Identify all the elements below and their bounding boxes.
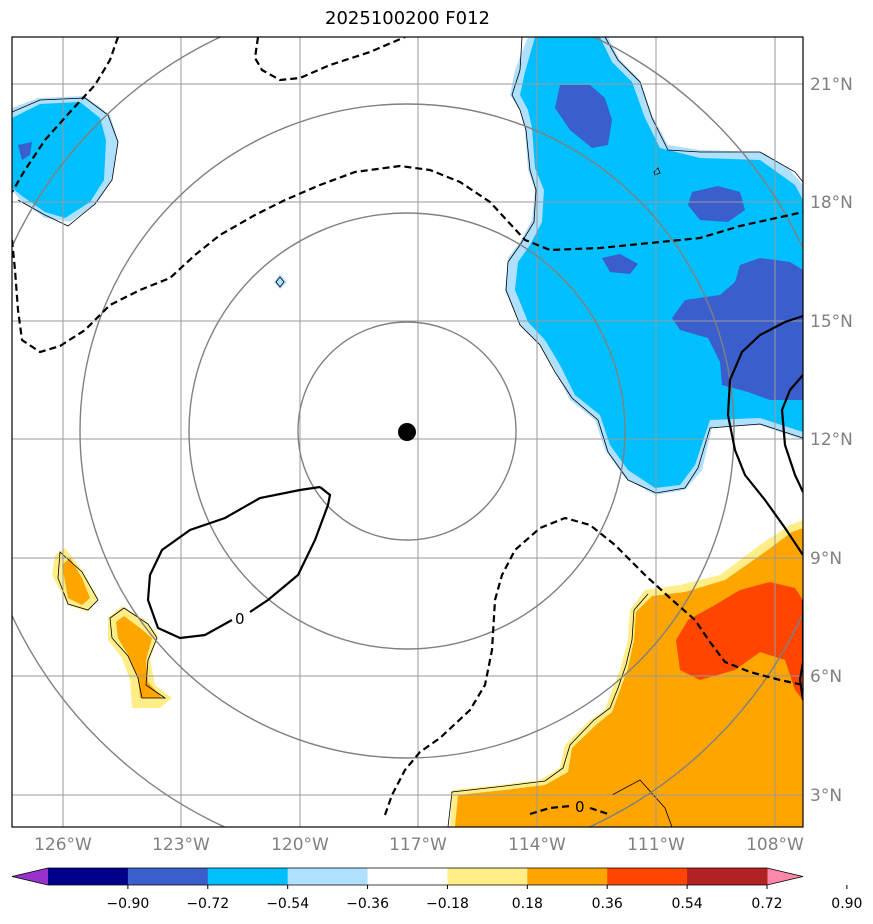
colorbar-tick-label: 0.54 [672, 896, 703, 912]
lat-label-12n: 12°N [810, 430, 853, 450]
contour-label-bottom: 0 [575, 798, 585, 816]
lat-label-6n: 6°N [810, 667, 842, 687]
colorbar-swatch [367, 868, 448, 885]
lon-label-111w: 111°W [627, 835, 685, 855]
colorbar-extend-high [767, 868, 803, 885]
colorbar-outline [11, 867, 804, 886]
colorbar-swatch [287, 868, 369, 885]
colorbar-tick-label: 0.18 [512, 896, 543, 912]
colorbar: −0.90 −0.72 −0.54 −0.36 −0.18 0.18 0.36 0.54 0.7… [11, 867, 862, 912]
lat-label-21n: 21°N [810, 75, 853, 95]
map-title: 2025100200 F012 [325, 8, 490, 29]
colorbar-tick-label: 0.90 [831, 896, 862, 912]
colorbar-swatch [607, 868, 688, 885]
colorbar-tick-label: −0.36 [346, 896, 389, 912]
plot-area: 0 0 [12, 37, 803, 827]
lon-label-120w: 120°W [271, 835, 329, 855]
colorbar-extend-low [12, 868, 48, 885]
plot-frame [11, 36, 804, 828]
colorbar-swatch [48, 868, 129, 885]
range-rings [12, 37, 803, 827]
positive-anomaly-region [52, 520, 803, 827]
lon-label-123w: 123°W [152, 835, 210, 855]
lon-label-114w: 114°W [508, 835, 566, 855]
colorbar-swatch [207, 868, 289, 885]
lon-label-126w: 126°W [34, 835, 92, 855]
lat-label-9n: 9°N [810, 549, 842, 569]
negative-contours [12, 37, 803, 816]
colorbar-tick-label: −0.90 [106, 896, 149, 912]
colorbar-tick-label: 0.72 [751, 896, 782, 912]
lat-label-18n: 18°N [810, 193, 853, 213]
colorbar-swatch [447, 868, 528, 885]
zero-contours [146, 314, 803, 701]
storm-center-marker [398, 423, 416, 441]
colorbar-swatch [127, 868, 209, 885]
lat-label-15n: 15°N [810, 312, 853, 332]
lon-label-108w: 108°W [746, 835, 804, 855]
colorbar-tick-label: −0.18 [426, 896, 469, 912]
lon-label-117w: 117°W [389, 835, 447, 855]
lat-label-3n: 3°N [810, 786, 842, 806]
contour-label-left: 0 [235, 610, 245, 628]
graticule [12, 37, 803, 827]
colorbar-tick-label: −0.72 [186, 896, 229, 912]
colorbar-tick-label: 0.36 [592, 896, 623, 912]
colorbar-tick-label: −0.54 [266, 896, 309, 912]
colorbar-swatch [687, 868, 768, 885]
colorbar-swatch [527, 868, 608, 885]
